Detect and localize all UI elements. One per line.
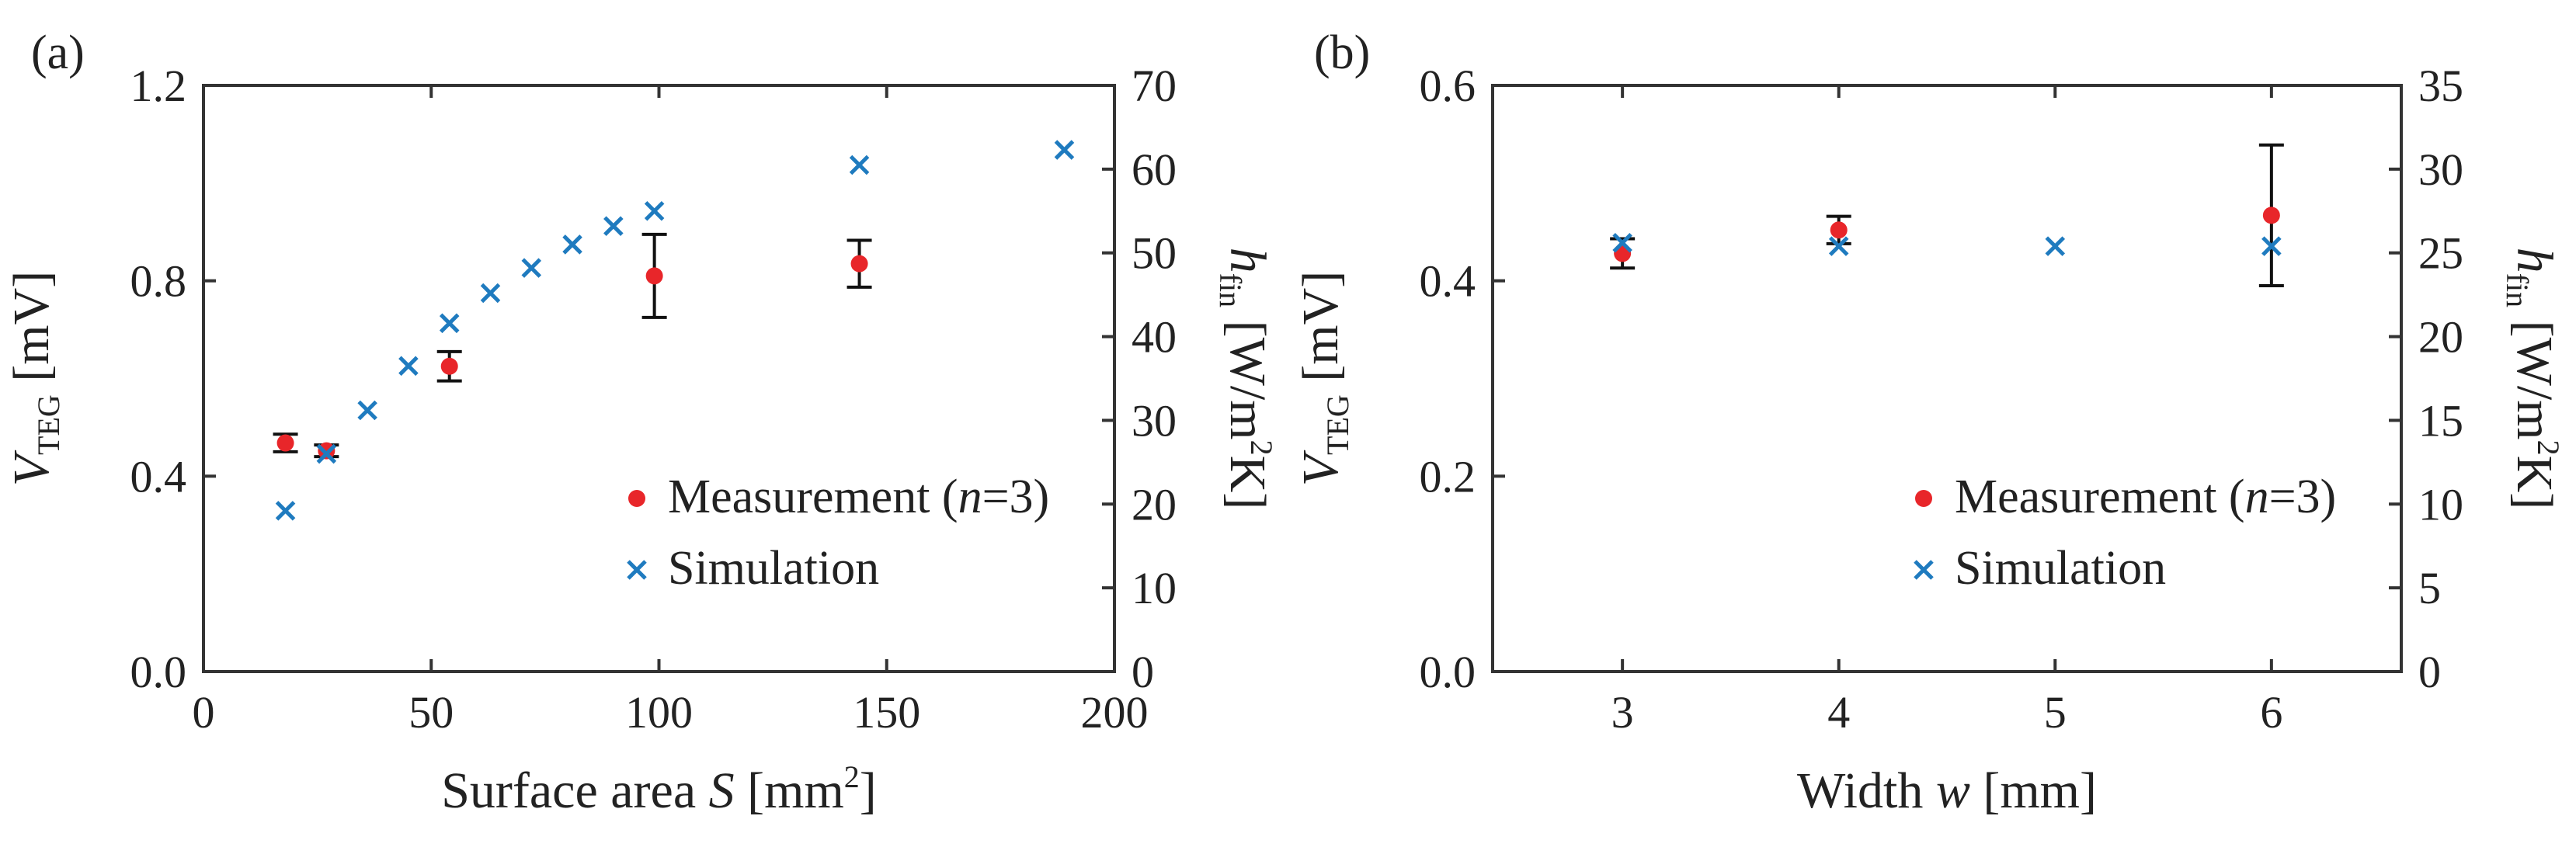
series-simulation	[1614, 234, 2280, 255]
x-tick-label: 100	[625, 687, 693, 738]
legend-marker-measurement	[1915, 490, 1932, 507]
measurement-point	[646, 267, 663, 284]
y-left-tick-label: 0.4	[1420, 256, 1476, 307]
y-right-tick-label: 20	[1132, 479, 1177, 529]
legend-label: Measurement (n=3)	[1955, 470, 2336, 523]
measurement-point	[441, 358, 458, 375]
x-tick-label: 4	[1827, 687, 1850, 738]
simulation-point	[605, 217, 622, 234]
series-measurement	[1610, 145, 2284, 286]
legend: Measurement (n=3) Simulation	[628, 470, 1049, 595]
simulation-point	[2046, 238, 2063, 255]
simulation-point	[1055, 141, 1072, 158]
x-tick-label: 0	[193, 687, 215, 738]
plot-frame	[1493, 85, 2401, 672]
y-right-tick-label: 0	[1132, 647, 1154, 697]
y-right-tick-label: 30	[1132, 395, 1177, 446]
simulation-point	[441, 314, 458, 332]
series-simulation	[277, 141, 1073, 519]
y-left-axis-label: VTEG [mV]	[3, 271, 66, 487]
simulation-point	[851, 156, 868, 173]
simulation-point	[481, 284, 499, 301]
y-left-tick-label: 0.0	[1420, 647, 1476, 697]
y-left-tick-label: 0.4	[130, 451, 187, 502]
y-left-tick-label: 1.2	[130, 61, 187, 111]
simulation-point	[400, 357, 417, 374]
y-left-tick-label: 0.2	[1420, 451, 1476, 502]
y-right-tick-label: 20	[2418, 312, 2463, 363]
y-right-tick-label: 10	[1132, 563, 1177, 613]
x-tick-label: 5	[2044, 687, 2067, 738]
y-right-tick-label: 30	[2418, 144, 2463, 195]
simulation-point	[564, 236, 581, 253]
legend-marker-measurement	[628, 490, 645, 507]
panel-label: (a)	[31, 26, 85, 79]
x-tick-label: 150	[853, 687, 920, 738]
y-right-axis-label: hfin [W/m2K]	[2500, 248, 2566, 510]
simulation-point	[359, 401, 376, 418]
y-right-tick-label: 40	[1132, 312, 1177, 363]
chart-panel-1: (a)0 50 100 150 2000.00.40.81.20102030405060…	[3, 26, 1279, 819]
measurement-point	[318, 443, 335, 460]
x-tick-label: 50	[408, 687, 454, 738]
measurement-point	[277, 435, 294, 452]
panel-label: (b)	[1314, 26, 1370, 79]
chart-panel-2: (b) 3 4 5 6 0.0 0.2 0.4 0.6 0 5 10 15 20 25 30 35 Width w…	[1292, 26, 2566, 819]
measurement-point	[2263, 207, 2280, 224]
measurement-point	[851, 255, 868, 273]
y-right-tick-label: 50	[1132, 228, 1177, 279]
y-left-tick-label: 0.8	[130, 256, 187, 307]
legend-label: Simulation	[668, 542, 879, 595]
y-right-tick-label: 70	[1132, 61, 1177, 111]
y-right-tick-label: 35	[2418, 61, 2463, 111]
legend-label: Measurement (n=3)	[668, 470, 1049, 523]
y-right-tick-label: 15	[2418, 395, 2463, 446]
y-right-tick-label: 5	[2418, 563, 2441, 613]
y-left-axis-label: VTEG [mV]	[1292, 271, 1355, 487]
y-right-tick-label: 0	[2418, 647, 2441, 697]
measurement-point	[1830, 221, 1848, 238]
x-tick-label: 3	[1611, 687, 1634, 738]
y-right-axis-label: hfin [W/m2K]	[1213, 248, 1279, 510]
y-left-tick-label: 0.0	[130, 647, 187, 697]
y-right-tick-label: 25	[2418, 228, 2463, 279]
series-measurement	[273, 234, 872, 460]
simulation-point	[277, 502, 294, 519]
y-left-tick-label: 0.6	[1420, 61, 1476, 111]
x-axis-label: Surface area S [mm2]	[441, 759, 877, 819]
plot-frame	[203, 85, 1114, 672]
x-axis-label: Width w [mm]	[1797, 762, 2097, 819]
simulation-point	[646, 203, 663, 220]
x-tick-label: 6	[2260, 687, 2282, 738]
simulation-point	[523, 259, 540, 276]
y-right-tick-label: 60	[1132, 144, 1177, 195]
y-right-tick-label: 10	[2418, 479, 2463, 529]
legend: Measurement (n=3) Simulation	[1915, 470, 2336, 595]
legend-label: Simulation	[1955, 542, 2166, 595]
